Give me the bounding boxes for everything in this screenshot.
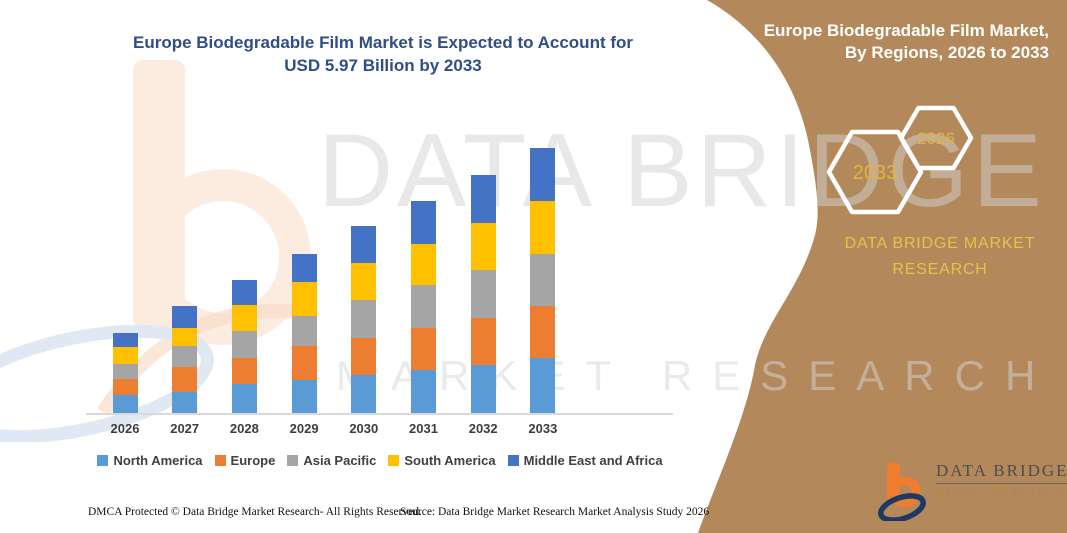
footer-source: Source: Data Bridge Market Research Mark… [400,506,710,518]
footer-dmca: DMCA Protected © Data Bridge Market Rese… [88,506,422,518]
hexagon-year-2033: 2033 [853,162,898,184]
chart-legend: North America Europe Asia Pacific South Ame… [80,453,680,468]
bar-segment [112,347,138,365]
bar-segment [351,262,377,300]
x-axis-label: 2030 [349,421,379,436]
bar-segment [231,304,257,332]
legend-label: North America [113,453,203,468]
brand-text-line2: RESEARCH [892,261,988,279]
brand-text: DATA BRIDGE MARKET RESEARCH [838,231,1042,284]
x-axis-label: 2029 [289,421,319,436]
company-logo: DATA BRIDGE MARKET RESEARCH [876,461,1067,521]
bar-segment [470,270,496,318]
bar-segment [291,316,317,347]
legend-swatch [287,455,299,466]
company-logo-text: DATA BRIDGE MARKET RESEARCH [936,461,1067,496]
bar-segment [470,365,496,413]
hexagon-2033: 2033 [826,129,924,215]
bar-segment [530,254,556,306]
chart-title-line2: USD 5.97 Billion by 2033 [284,55,482,75]
blue-swoosh-watermark [0,324,214,442]
legend-item: North America [97,453,203,468]
x-axis-label: 2032 [468,421,498,436]
bar-segment [530,200,556,255]
chart-title: Europe Biodegradable Film Market is Expe… [58,32,708,78]
legend-label: Europe [230,453,276,468]
bar-segment [172,367,198,393]
bar-segment [231,357,257,385]
plot-area [86,128,675,415]
bar-segment [291,254,317,283]
bar-segment [470,317,496,366]
bar-segment [530,357,556,413]
side-panel-heading: Europe Biodegradable Film Market, By Reg… [719,20,1049,65]
bar-segment [291,346,317,380]
side-panel-heading-line1: Europe Biodegradable Film Market, [763,21,1049,40]
legend-swatch [507,455,519,466]
bar-segment [112,378,138,395]
bar-segment [112,364,138,379]
bar-segment [351,299,377,338]
bar-segment [411,284,436,328]
legend-item: South America [388,453,496,468]
bar-segment [470,174,496,223]
x-axis-labels: 2026 2027 2028 2029 2030 2031 2032 2033 [90,421,675,439]
bar-segment [291,282,317,317]
company-logo-name: DATA BRIDGE [936,461,1067,484]
bar-segment [112,394,138,413]
company-logo-subtitle: MARKET RESEARCH [936,487,1065,496]
legend-swatch [214,455,226,466]
bar-segment [530,147,556,201]
x-axis-label: 2028 [229,421,259,436]
brand-text-line1: DATA BRIDGE MARKET [844,235,1036,252]
bar-segment [172,346,198,368]
bar-segment [172,328,198,347]
chart-title-line1: Europe Biodegradable Film Market is Expe… [132,33,633,52]
hexagon-2026: 2026 [898,105,974,171]
bar-segment [172,392,198,413]
x-axis-label: 2027 [170,421,200,436]
bar-segment [291,379,317,413]
hexagon-badges: 2033 2026 [826,105,974,215]
bar-segment [411,243,436,285]
legend-item: Asia Pacific [287,453,376,468]
x-axis-label: 2031 [409,421,438,436]
x-axis-line [86,413,673,415]
x-axis-label: 2033 [528,421,558,436]
legend-label: South America [404,453,496,468]
bar-segment [470,222,496,271]
bar-segment [351,226,377,263]
bar-segment [231,331,257,358]
bar-segment [172,306,198,329]
bar-segment [411,200,436,244]
side-panel-heading-line2: By Regions, 2026 to 2033 [844,43,1049,63]
bar-segment [231,384,257,413]
company-logo-icon [878,463,926,521]
bar-segment [351,337,377,375]
bar-segment [231,279,257,305]
legend-swatch [97,455,109,466]
legend-label: Asia Pacific [303,453,377,468]
bar-segment [351,374,377,413]
x-axis-label: 2026 [110,421,140,436]
legend-item: Middle East and Africa [507,453,663,468]
bar-segment [112,333,138,348]
legend-swatch [388,455,400,466]
bar-segment [411,327,436,370]
hexagon-year-2026: 2026 [917,129,955,148]
bar-segment [530,305,556,358]
bar-segment [411,369,436,413]
legend-label: Middle East and Africa [523,453,663,468]
legend-item: Europe [214,453,276,468]
